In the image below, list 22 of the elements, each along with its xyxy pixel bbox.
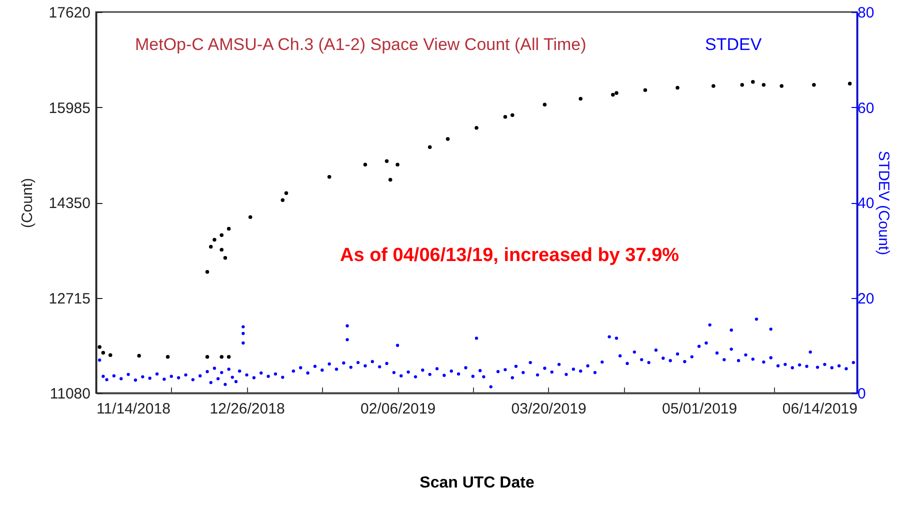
y2-tick-label: 80	[858, 4, 874, 22]
y-tick-label: 17620	[48, 4, 90, 22]
x-tick-label: 12/26/2018	[210, 400, 285, 418]
x-tick-label: 11/14/2018	[96, 400, 170, 418]
y2-tick-label: 40	[858, 195, 874, 212]
x-tick-label: 06/14/2019	[782, 400, 858, 418]
x-tick-label: 05/01/2019	[662, 400, 738, 418]
y-tick-label: 12715	[48, 290, 90, 308]
text: MetOp-C AMSU-A Ch.3 (A1-2) Space View Count (All Time)	[135, 35, 586, 54]
y-tick-label: 15985	[48, 100, 90, 117]
x-tick-label: 03/20/2019	[511, 400, 586, 418]
text: STDEV	[705, 35, 762, 54]
annotation: As of 04/06/13/19, increased by 37.9%	[340, 245, 680, 266]
y2-tick-label: 60	[858, 100, 874, 117]
y-axis-title: (Count)	[18, 178, 36, 228]
y2-tick-label: 20	[858, 290, 874, 308]
y-tick-label: 14350	[48, 195, 90, 212]
x-axis-title: Scan UTC Date	[420, 474, 534, 492]
y2-axis-title: STDEV (Count)	[875, 150, 892, 256]
y-tick-label: 11080	[50, 386, 90, 402]
y2-tick-label: 0	[858, 386, 866, 402]
x-tick-label: 02/06/2019	[360, 400, 436, 418]
